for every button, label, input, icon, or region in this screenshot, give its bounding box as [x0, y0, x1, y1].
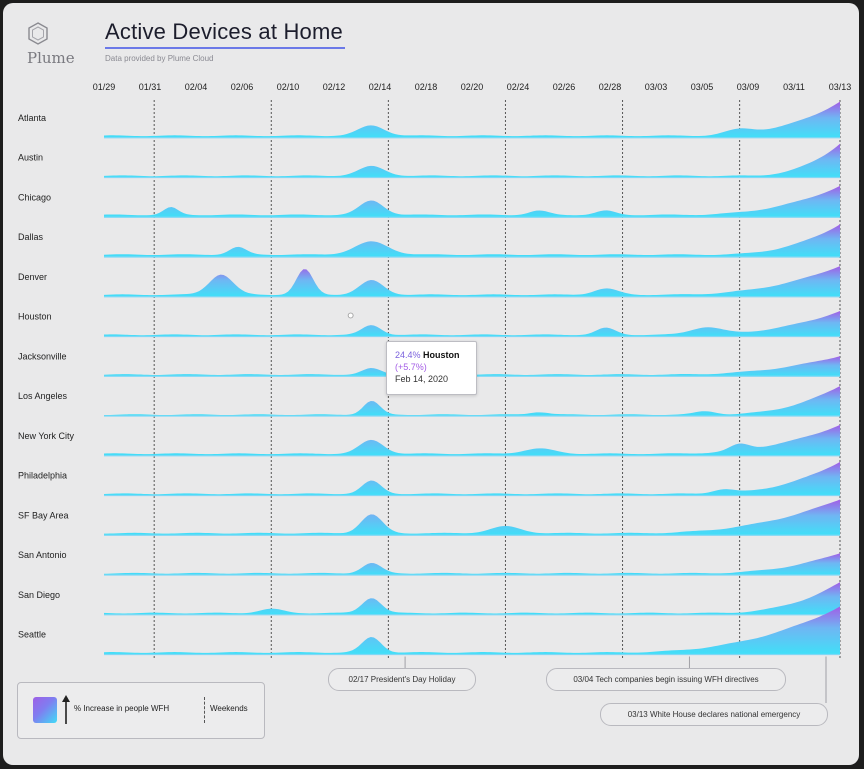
x-tick-label: 02/12: [323, 82, 346, 92]
page-subtitle: Data provided by Plume Cloud: [105, 54, 214, 63]
city-label: Houston: [18, 312, 52, 322]
weekend-dash-icon: [204, 697, 205, 723]
series-area: [104, 553, 840, 575]
title-underline: [105, 47, 345, 49]
series-area: [104, 424, 840, 456]
tooltip-change: (+5.7%): [395, 362, 427, 372]
x-tick-label: 02/06: [231, 82, 254, 92]
city-label: SF Bay Area: [18, 510, 69, 520]
x-tick-label: 02/20: [461, 82, 484, 92]
series-row: Chicago: [18, 185, 840, 218]
logo-text: Plume: [27, 49, 75, 67]
series-area: [104, 143, 840, 178]
x-tick-label: 02/18: [415, 82, 438, 92]
series-row: Seattle: [18, 606, 840, 656]
series-row: SF Bay Area: [18, 499, 840, 536]
city-label: Seattle: [18, 630, 46, 640]
city-label: Dallas: [18, 232, 44, 242]
series-area: [104, 224, 840, 257]
plume-logo-icon: [28, 22, 48, 45]
city-label: Denver: [18, 272, 47, 282]
x-tick-label: 03/05: [691, 82, 714, 92]
series-row: Denver: [18, 266, 840, 298]
series-area: [104, 386, 840, 416]
tooltip-date: Feb 14, 2020: [395, 374, 449, 384]
x-tick-label: 02/28: [599, 82, 622, 92]
x-tick-label: 03/03: [645, 82, 668, 92]
x-tick-label: 02/04: [185, 82, 208, 92]
x-tick-label: 02/14: [369, 82, 392, 92]
series-row: Houston: [18, 310, 840, 338]
series-row: Atlanta: [18, 101, 840, 139]
legend-increase-label: % Increase in people WFH: [74, 704, 170, 713]
page-title: Active Devices at Home: [105, 19, 343, 44]
series-area: [104, 101, 840, 138]
city-label: New York City: [18, 431, 75, 441]
city-label: Jacksonville: [18, 351, 67, 361]
city-label: Austin: [18, 153, 43, 163]
series-area: [104, 606, 840, 655]
city-label: Chicago: [18, 192, 51, 202]
legend-weekends-label: Weekends: [210, 704, 248, 713]
series-row: Los Angeles: [18, 386, 840, 417]
series-row: Austin: [18, 143, 840, 179]
tooltip-marker: [347, 312, 354, 319]
x-tick-label: 02/10: [277, 82, 300, 92]
gradient-swatch: [33, 697, 57, 723]
city-label: Philadelphia: [18, 471, 67, 481]
x-tick-label: 03/09: [737, 82, 760, 92]
annotation-wfh-directives: 03/04 Tech companies begin issuing WFH d…: [546, 668, 786, 691]
series-area: [104, 499, 840, 536]
tooltip-percent: 24.4%: [395, 350, 421, 360]
series-area: [104, 310, 840, 337]
x-tick-label: 03/11: [783, 82, 805, 92]
city-label: San Diego: [18, 590, 60, 600]
series-area: [104, 185, 840, 218]
series-row: Philadelphia: [18, 461, 840, 497]
series-row: San Diego: [18, 582, 840, 616]
series-area: [104, 266, 840, 297]
x-tick-label: 01/31: [139, 82, 162, 92]
series-area: [104, 356, 840, 377]
city-label: Los Angeles: [18, 391, 68, 401]
series-area: [104, 582, 840, 615]
city-label: San Antonio: [18, 550, 67, 560]
tooltip-city: Houston: [423, 350, 460, 360]
arrow-up-icon: [62, 695, 70, 724]
x-tick-label: 01/29: [93, 82, 116, 92]
data-tooltip: 24.4% Houston (+5.7%) Feb 14, 2020: [386, 341, 477, 395]
annotation-national-emergency: 03/13 White House declares national emer…: [600, 703, 828, 726]
city-label: Atlanta: [18, 113, 46, 123]
x-tick-label: 02/24: [507, 82, 530, 92]
x-tick-label: 02/26: [553, 82, 576, 92]
legend: % Increase in people WFH Weekends: [17, 682, 265, 739]
series-row: Dallas: [18, 224, 840, 258]
series-row: San Antonio: [18, 550, 840, 576]
series-row: New York City: [18, 424, 840, 457]
series-area: [104, 461, 840, 496]
x-tick-label: 03/13: [829, 82, 852, 92]
annotation-presidents-day: 02/17 President's Day Holiday: [328, 668, 476, 691]
